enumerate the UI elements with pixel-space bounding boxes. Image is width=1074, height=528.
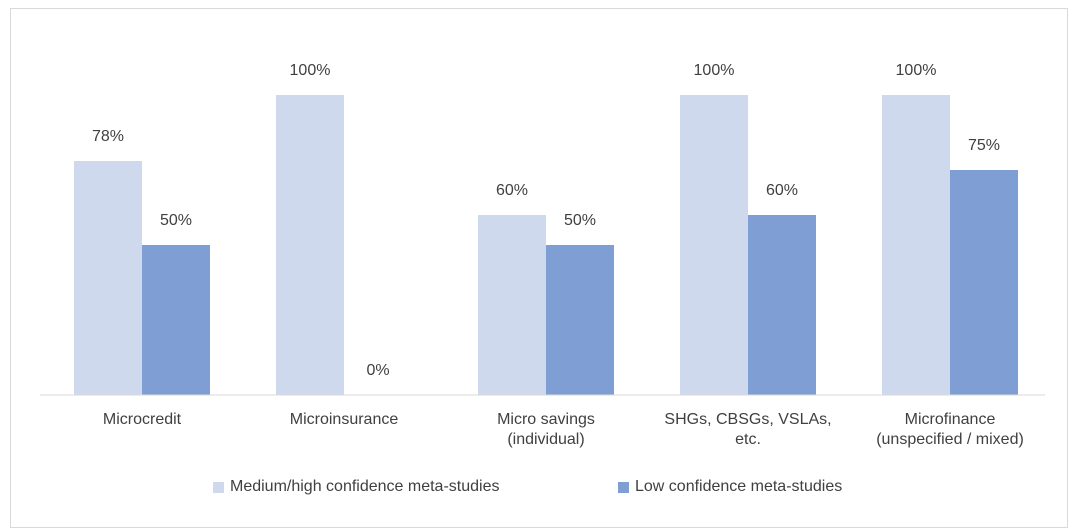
data-label: 100% bbox=[895, 62, 937, 79]
x-tick-label: Microinsurance bbox=[289, 411, 399, 428]
bar bbox=[950, 170, 1018, 395]
x-tick-label: Microfinance (unspecified / mixed) bbox=[876, 411, 1024, 448]
data-label: 50% bbox=[563, 212, 597, 229]
data-label: 75% bbox=[967, 137, 1001, 154]
data-label: 50% bbox=[159, 212, 193, 229]
chart: Microcredit 78% 50% Microinsurance 100% 0% Mic… bbox=[10, 8, 1068, 528]
legend-swatch bbox=[213, 481, 224, 493]
bar bbox=[680, 95, 748, 395]
x-tick-label: Microcredit bbox=[102, 411, 182, 428]
legend-swatch bbox=[618, 481, 629, 493]
legend-item: Medium/high confidence meta-studies bbox=[213, 478, 499, 496]
bar bbox=[546, 245, 614, 395]
x-tick-label: Micro savings (individual) bbox=[497, 411, 595, 448]
data-label: 60% bbox=[765, 182, 799, 199]
data-label: 100% bbox=[693, 62, 735, 79]
bar bbox=[74, 161, 142, 395]
legend-label: Low confidence meta-studies bbox=[635, 478, 843, 495]
bar bbox=[748, 215, 816, 395]
data-label: 100% bbox=[289, 62, 331, 79]
legend-item: Low confidence meta-studies bbox=[618, 478, 842, 496]
plot-area bbox=[40, 95, 1045, 396]
data-label: 60% bbox=[495, 182, 529, 199]
bar bbox=[478, 215, 546, 395]
bar bbox=[276, 95, 344, 395]
bar bbox=[882, 95, 950, 395]
x-tick-label: SHGs, CBSGs, VSLAs, etc. bbox=[664, 411, 832, 448]
bar bbox=[142, 245, 210, 395]
data-label: 78% bbox=[91, 128, 125, 145]
legend-label: Medium/high confidence meta-studies bbox=[230, 478, 500, 495]
data-label: 0% bbox=[366, 362, 390, 379]
